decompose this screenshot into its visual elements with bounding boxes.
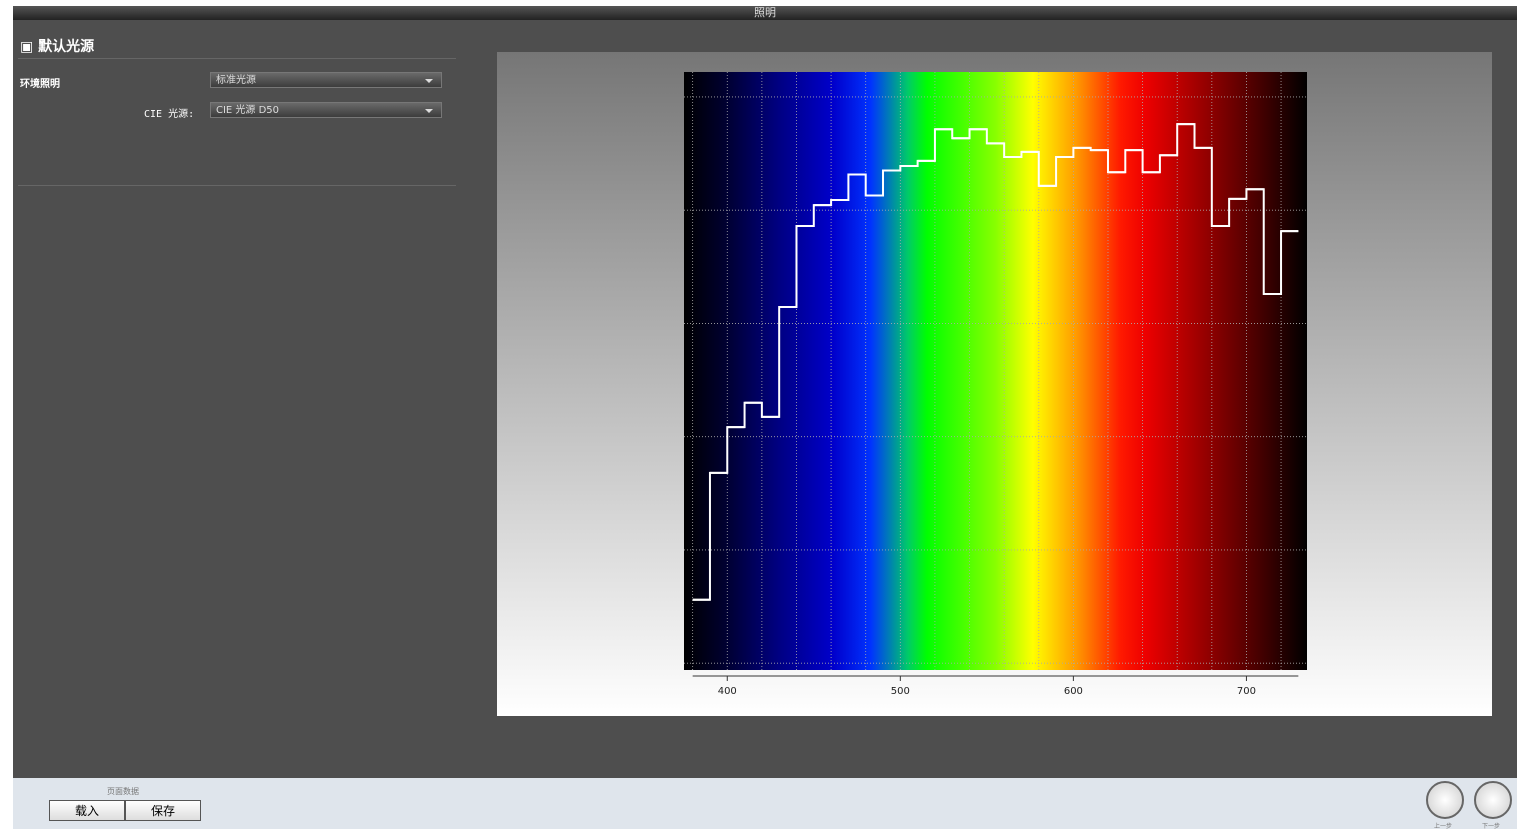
separator <box>18 58 456 59</box>
nav-label: 上一步 <box>1434 823 1453 830</box>
nav-label: 下一步 <box>1482 823 1501 830</box>
x-tick-label: 400 <box>718 686 737 697</box>
title-bar: 照明 <box>13 6 1517 20</box>
chart: 400 500 600 700 <box>684 72 1307 697</box>
field-label: CIE 光源: <box>144 109 195 120</box>
prev-button[interactable] <box>1426 781 1464 819</box>
x-tick-label: 600 <box>1064 686 1083 697</box>
separator <box>18 185 456 186</box>
dropdown[interactable]: 标准光源 <box>210 72 442 88</box>
x-tick-label: 500 <box>891 686 910 697</box>
save-button[interactable]: 保存 <box>125 800 201 821</box>
next-button[interactable] <box>1474 781 1512 819</box>
group-label: 页面数据 <box>107 787 139 796</box>
field-label: 环境照明 <box>20 79 60 90</box>
panel-heading: ▣ 默认光源 <box>20 39 95 55</box>
x-tick-label: 700 <box>1237 686 1256 697</box>
plot-background <box>684 72 1307 670</box>
dropdown[interactable]: CIE 光源 D50 <box>210 102 442 118</box>
footer <box>13 778 1517 829</box>
chart-panel: 400 500 600 700 <box>497 52 1492 716</box>
heading-text: 默认光源 <box>38 39 95 55</box>
load-button[interactable]: 载入 <box>49 800 125 821</box>
